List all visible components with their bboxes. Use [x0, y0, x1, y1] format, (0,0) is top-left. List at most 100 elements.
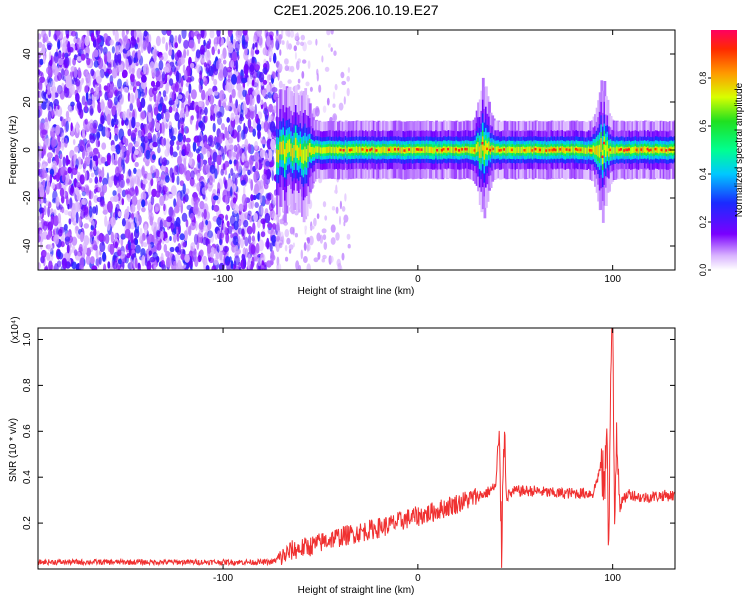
signal-band-cell — [556, 146, 560, 153]
noise-blob — [168, 121, 172, 130]
noise-blob — [173, 260, 177, 267]
noise-blob — [50, 126, 56, 132]
y-tick-label: 0.4 — [22, 470, 33, 484]
noise-blob — [172, 86, 176, 95]
colorbar-gradient — [711, 30, 737, 270]
noise-blob — [169, 139, 175, 147]
signal-band-cell — [478, 146, 482, 158]
x-tick-label: 0 — [415, 274, 421, 285]
noise-blob — [251, 155, 255, 163]
noise-blob — [223, 245, 229, 253]
noise-blob — [232, 197, 237, 204]
noise-blob — [83, 204, 89, 216]
noise-blob — [83, 160, 87, 169]
signal-band-cell — [312, 146, 315, 154]
noise-blob — [332, 113, 338, 122]
noise-blob — [175, 70, 180, 83]
noise-blob — [199, 70, 203, 81]
noise-blob — [180, 77, 184, 88]
signal-peak-cell — [350, 148, 355, 151]
signal-band-cell — [280, 141, 284, 155]
signal-peak-cell — [461, 148, 466, 151]
signal-band-cell — [355, 146, 359, 153]
noise-blob — [100, 101, 106, 112]
noise-blob — [343, 96, 346, 105]
noise-blob — [186, 143, 191, 152]
noise-blob — [222, 66, 228, 79]
noise-blob — [265, 199, 270, 205]
noise-blob — [321, 228, 327, 234]
noise-blob — [147, 104, 153, 113]
signal-band-cell — [405, 147, 409, 154]
noise-blob — [166, 216, 173, 223]
noise-blob — [151, 67, 157, 78]
noise-blob — [46, 152, 53, 159]
noise-blob — [260, 205, 264, 216]
noise-blob — [91, 265, 98, 270]
noise-blob — [247, 76, 253, 85]
signal-band-cell — [608, 148, 611, 157]
noise-blob — [215, 60, 220, 70]
signal-band-cell — [536, 146, 540, 154]
noise-blob — [250, 106, 255, 112]
noise-blob — [129, 92, 135, 105]
noise-blob — [239, 30, 243, 36]
noise-blob — [268, 203, 274, 212]
noise-blob — [89, 236, 92, 245]
signal-band-cell — [276, 149, 279, 163]
noise-blob — [268, 103, 274, 113]
signal-peak-cell — [457, 149, 462, 152]
noise-blob — [84, 85, 89, 94]
signal-band-cell — [494, 146, 498, 154]
noise-blob — [227, 30, 232, 38]
noise-blob — [253, 212, 258, 222]
noise-blob — [168, 100, 175, 106]
signal-band-cell — [469, 147, 473, 154]
noise-blob — [218, 244, 225, 251]
noise-blob — [257, 231, 260, 242]
signal-band-cell — [411, 147, 415, 154]
noise-blob — [152, 133, 157, 144]
noise-blob — [330, 47, 333, 52]
noise-blob — [159, 219, 163, 232]
noise-blob — [277, 263, 282, 270]
noise-blob — [48, 30, 51, 38]
noise-blob — [40, 197, 44, 204]
noise-blob — [204, 257, 208, 267]
noise-blob — [42, 33, 48, 43]
noise-blob — [46, 252, 51, 261]
noise-blob — [60, 166, 64, 176]
noise-blob — [248, 234, 252, 245]
signal-peak-cell — [447, 147, 451, 151]
signal-band-cell — [615, 146, 619, 153]
noise-blob — [81, 35, 85, 47]
x-tick-label: 100 — [604, 573, 621, 584]
noise-blob — [49, 168, 55, 176]
signal-peak-cell — [436, 149, 441, 152]
signal-band-cell — [528, 146, 532, 153]
noise-blob — [230, 260, 234, 270]
noise-blob — [203, 208, 207, 220]
noise-blob — [244, 236, 249, 247]
noise-blob — [161, 36, 166, 44]
noise-blob — [54, 51, 59, 57]
noise-blob — [99, 68, 105, 79]
noise-blob — [69, 159, 75, 169]
noise-blob — [255, 113, 259, 124]
noise-blob — [89, 135, 96, 144]
noise-blob — [103, 263, 107, 270]
noise-blob — [118, 211, 122, 218]
noise-blob — [137, 49, 141, 61]
noise-blob — [223, 176, 226, 185]
noise-blob — [261, 260, 264, 266]
noise-blob — [224, 145, 227, 155]
noise-blob — [288, 244, 294, 250]
noise-blob — [47, 110, 52, 122]
noise-blob — [240, 179, 246, 186]
noise-blob — [184, 69, 188, 81]
noise-blob — [284, 244, 288, 252]
noise-blob — [105, 126, 108, 138]
noise-blob — [236, 158, 239, 171]
